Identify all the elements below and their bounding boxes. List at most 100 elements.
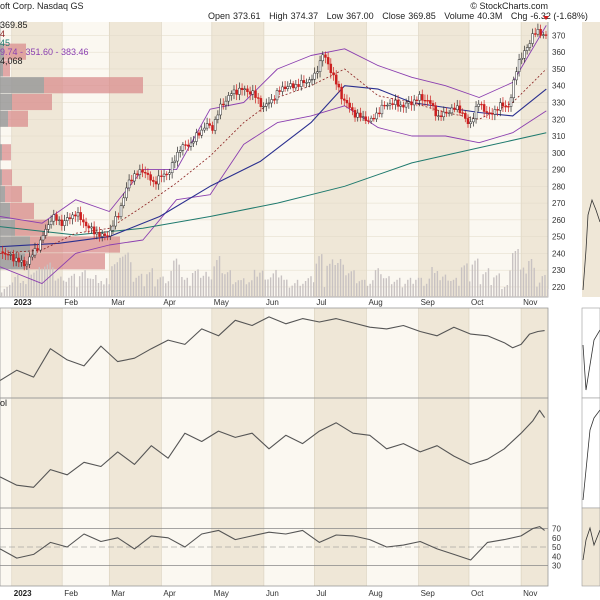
volume-bar (261, 270, 264, 297)
volume-bar (25, 284, 27, 297)
candle-body (181, 144, 185, 151)
candle-body (429, 100, 432, 104)
volume-bar (506, 285, 509, 297)
volume-bar (243, 278, 245, 297)
volume-bar (259, 272, 261, 297)
candle-body (402, 104, 405, 108)
volume-bar (167, 281, 170, 297)
volume-bar (27, 268, 30, 297)
volume-bar (275, 269, 277, 297)
candle-body (286, 86, 290, 89)
candle-body (394, 99, 397, 105)
candle-body (523, 50, 526, 59)
candle-body (281, 86, 284, 92)
volume-bar (455, 277, 457, 297)
volume-bar (528, 261, 530, 297)
volume-bar (264, 279, 266, 297)
candle-body (499, 102, 502, 111)
volume-bar (62, 280, 65, 297)
candle-body (356, 112, 359, 118)
volume-bar (208, 276, 210, 297)
candle-body (103, 233, 107, 236)
candle-body (423, 100, 427, 102)
price-tick-label: 320 (552, 115, 566, 124)
volume-bar (272, 273, 275, 297)
volume-bar (337, 263, 339, 297)
candle-body (431, 103, 435, 106)
candle-body (464, 113, 467, 119)
volume-bar (530, 259, 533, 297)
volume-bar (286, 279, 288, 297)
candle-body (119, 205, 123, 217)
volume-bar (390, 284, 393, 297)
volume-bar (229, 270, 231, 297)
volume-bar (218, 256, 221, 297)
side-chart-rsi-panel (581, 507, 600, 587)
indicator1-series (0, 316, 545, 381)
candle-body (39, 239, 42, 251)
price-tick-label: 330 (552, 98, 566, 107)
price-tick-label: 250 (552, 233, 566, 242)
candle-body (351, 107, 354, 111)
volume-bar (183, 279, 186, 297)
side-chart-indicator-line (582, 329, 600, 391)
vbp-bar-down (30, 236, 120, 253)
volume-bar (458, 285, 460, 297)
volume-bar (224, 274, 226, 297)
volume-bar (334, 265, 336, 297)
volume-bar (14, 277, 16, 297)
volume-bar (280, 275, 283, 297)
candle-body (316, 71, 319, 74)
candle-body (216, 114, 220, 120)
month-band (314, 308, 367, 398)
volume-bar (6, 286, 8, 297)
volume-bar (216, 260, 218, 297)
volume-bar (17, 275, 19, 297)
volume-bar (54, 280, 57, 297)
candle-body (28, 256, 31, 265)
volume-bar (191, 273, 194, 297)
bollinger-lower (0, 105, 547, 285)
vbp-bar-down (3, 60, 10, 77)
month-band (11, 398, 63, 508)
obv-line (0, 409, 546, 488)
volume-bar (70, 275, 73, 297)
month-band (418, 308, 469, 398)
month-label: Feb (64, 298, 78, 307)
candle-body (345, 100, 349, 104)
volume-by-price-bars (0, 43, 143, 270)
candle-body (63, 220, 66, 226)
volume-bar (374, 270, 377, 297)
volume-bar (165, 283, 167, 297)
candle-body (141, 169, 144, 173)
bollinger-upper (0, 25, 547, 224)
indicator1-line (0, 316, 545, 381)
volume-bar (173, 260, 175, 297)
volume-bar (425, 283, 428, 297)
side-chart-price-line (582, 198, 600, 291)
candle-body (275, 90, 279, 101)
candle-body (33, 248, 37, 256)
volume-bar (401, 287, 404, 297)
volume-bar (210, 279, 213, 297)
volume-bar (151, 268, 153, 297)
ma-20-line (0, 68, 547, 254)
volume-bar (323, 287, 326, 297)
price-tick-label: 370 (552, 31, 566, 40)
volume-bar (415, 279, 417, 297)
volume-bar (181, 277, 183, 297)
candle-body (477, 103, 480, 107)
candle-body (461, 112, 464, 114)
volume-bar (541, 276, 543, 297)
volume-bar (84, 270, 86, 297)
volume-bar (22, 281, 24, 297)
volume-bar (331, 259, 334, 297)
candle-body (485, 111, 489, 113)
candle-body (299, 80, 303, 87)
candle-body (1, 251, 4, 254)
candle-body (399, 104, 402, 107)
volume-bar (536, 286, 538, 297)
vbp-bar-down (5, 186, 22, 203)
candle-body (318, 60, 322, 72)
